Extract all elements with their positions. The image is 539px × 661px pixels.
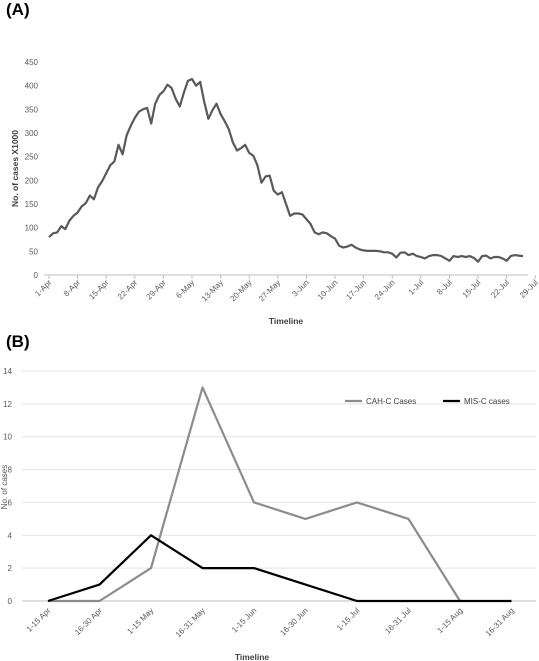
- x-tick-label: 1-15 May: [125, 606, 155, 636]
- y-axis-title: No. of cases: [0, 465, 9, 509]
- panel-label-b: (B): [6, 332, 30, 351]
- y-tick-label: 4: [8, 531, 13, 540]
- y-tick-label: 12: [3, 400, 12, 409]
- legend-label-cah-c: CAH-C Cases: [366, 397, 416, 406]
- x-tick-label: 16-31 Jul: [383, 606, 413, 636]
- legend-label-mis-c: MIS-C cases: [464, 397, 510, 406]
- y-tick-label: 8: [8, 466, 13, 475]
- x-tick-label: 16-31 May: [174, 606, 207, 639]
- y-tick-label: 6: [8, 498, 13, 507]
- y-tick-label: 2: [8, 564, 13, 573]
- y-axis-title: No. of cases X1000: [10, 130, 20, 207]
- x-tick-label: 16-31 Aug: [484, 606, 516, 638]
- y-tick-label: 150: [25, 200, 39, 209]
- series-line-cah-c: [48, 386, 461, 603]
- y-tick-label: 350: [25, 105, 39, 114]
- y-tick-label: 50: [29, 247, 38, 256]
- x-tick-label: 1-15 Jul: [335, 606, 362, 633]
- x-tick-label: 16-30 Apr: [73, 606, 104, 637]
- x-axis-title: Timeline: [269, 316, 304, 326]
- series-line-mis-c: [47, 534, 512, 603]
- y-tick-label: 450: [25, 58, 39, 67]
- y-tick-label: 250: [25, 153, 39, 162]
- x-tick-label: 1-15 Jun: [230, 606, 258, 634]
- x-tick-label: 16-30 Jun: [278, 606, 310, 638]
- y-tick-label: 300: [25, 129, 39, 138]
- x-axis-title: Timeline: [235, 652, 270, 661]
- panel-label-a: (A): [6, 0, 30, 19]
- y-tick-label: 100: [25, 224, 39, 233]
- series-line-daily-cases: [48, 77, 524, 263]
- x-tick-label: 1-15 Aug: [435, 606, 464, 635]
- y-tick-label: 400: [25, 82, 39, 91]
- y-tick-label: 200: [25, 176, 39, 185]
- y-tick-label: 10: [3, 433, 12, 442]
- y-tick-label: 0: [34, 271, 39, 280]
- y-tick-label: 0: [8, 597, 13, 606]
- y-tick-label: 14: [3, 367, 12, 376]
- x-tick-label: 1-15 Apr: [25, 606, 53, 634]
